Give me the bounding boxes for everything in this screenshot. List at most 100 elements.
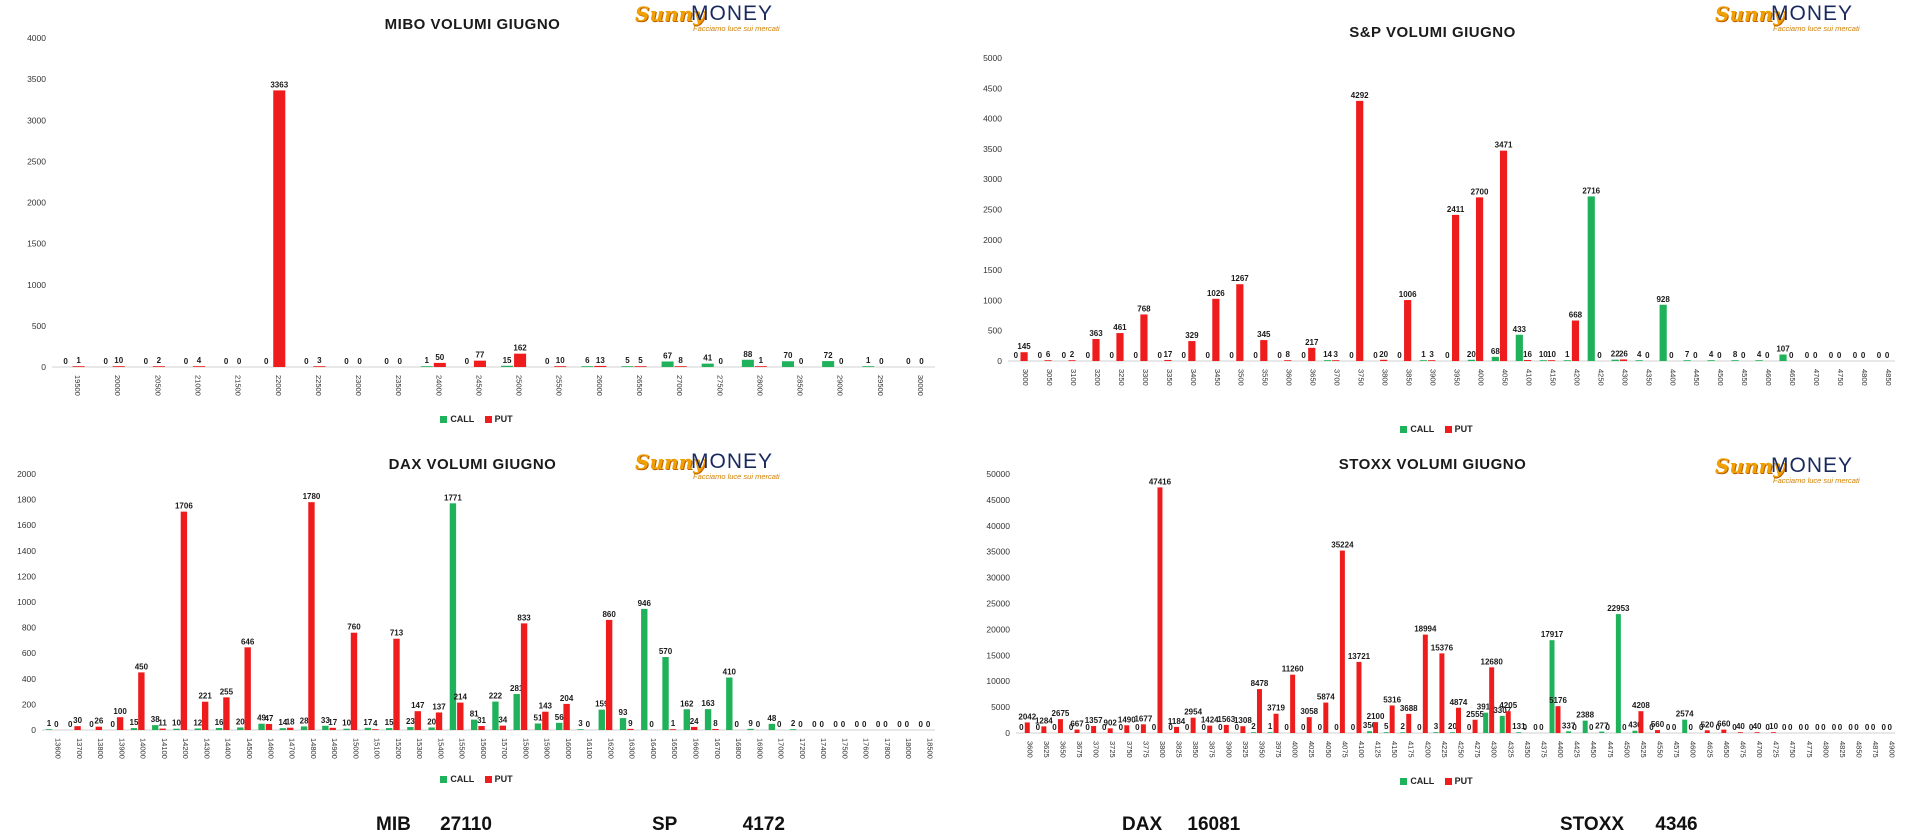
brand-tagline: Facciamo luce sui mercati: [693, 472, 780, 481]
bar-put: [594, 365, 607, 367]
bar-put: [74, 726, 81, 730]
y-tick-label: 1000: [27, 280, 46, 290]
bar-put: [1092, 339, 1100, 361]
data-label: 281: [510, 684, 524, 693]
y-tick-label: 0: [41, 362, 46, 372]
data-label: 0: [465, 357, 470, 366]
bar-put: [1619, 359, 1628, 361]
brand-sunny: Sunny: [1715, 2, 1785, 26]
data-label: 11: [158, 719, 167, 728]
data-label: 0: [799, 357, 804, 366]
bar-put: [1555, 706, 1561, 733]
bar-call: [343, 728, 350, 730]
bar-call: [1563, 360, 1571, 361]
bar-put: [563, 703, 570, 730]
x-tick-label: 17400: [819, 738, 828, 759]
bar-put: [287, 727, 294, 730]
data-label: 0: [1349, 351, 1354, 360]
x-tick-label: 4550: [1740, 369, 1749, 386]
y-tick-label: 20000: [986, 624, 1010, 634]
bar-put: [754, 366, 767, 367]
data-label: 0: [1036, 723, 1041, 732]
bar-call: [215, 727, 223, 730]
data-label: 4: [1637, 350, 1642, 359]
bar-put: [1260, 340, 1268, 361]
y-tick-label: 1500: [983, 265, 1002, 275]
data-label: 13: [596, 356, 605, 365]
data-label: 77: [475, 351, 484, 360]
data-label: 147: [411, 701, 425, 710]
x-tick-label: 16400: [649, 738, 658, 759]
bar-call: [1682, 719, 1688, 733]
data-label: 13721: [1348, 652, 1371, 661]
bar-put: [1068, 360, 1076, 361]
chart-legend: CALL PUT: [0, 774, 945, 784]
data-label: 946: [638, 599, 652, 608]
bar-put: [1704, 730, 1710, 733]
bar-call: [237, 727, 244, 730]
x-tick-label: 3450: [1213, 369, 1222, 386]
x-tick-label: 4175: [1407, 741, 1416, 758]
y-tick-label: 600: [22, 648, 36, 658]
chart-title: STOXX VOLUMI GIUGNO: [1338, 456, 1527, 473]
x-tick-label: 4500: [1716, 369, 1725, 386]
y-tick-label: 1000: [983, 295, 1002, 305]
data-label: 433: [1513, 325, 1527, 334]
bar-put: [393, 638, 400, 730]
bar-call: [45, 729, 53, 730]
data-label: 0: [384, 357, 389, 366]
footer-mib-value: 27110: [440, 814, 492, 835]
data-label: 0: [1672, 723, 1677, 732]
bar-call: [173, 728, 180, 730]
x-tick-label: 23500: [394, 375, 403, 396]
x-tick-label: 3250: [1117, 369, 1126, 386]
bar-put: [1236, 284, 1244, 361]
legend-put: PUT: [494, 774, 513, 784]
data-label: 0: [1069, 723, 1074, 732]
x-tick-label: 25000: [515, 375, 524, 396]
data-label: 1308: [1234, 716, 1252, 725]
data-label: 0: [1397, 351, 1402, 360]
bar-call: [407, 727, 414, 730]
x-tick-label: 4325: [1506, 741, 1515, 758]
x-tick-label: 14700: [288, 738, 297, 759]
bar-call: [1707, 360, 1715, 361]
bar-call: [641, 608, 648, 730]
bar-call: [1582, 720, 1588, 733]
data-label: 0: [1805, 351, 1810, 360]
x-tick-label: 4750: [1788, 741, 1797, 758]
x-tick-label: 14900: [330, 738, 339, 759]
bar-put: [1373, 722, 1379, 733]
chart-legend: CALL PUT: [0, 414, 945, 424]
data-label: 0: [237, 357, 242, 366]
data-label: 2: [791, 719, 796, 728]
bar-put: [1452, 214, 1460, 361]
bar-call: [1659, 304, 1667, 361]
data-label: 0: [1539, 723, 1544, 732]
bar-call: [449, 503, 457, 730]
data-label: 26: [1619, 349, 1628, 358]
x-tick-label: 22000: [274, 375, 283, 396]
data-label: 72: [824, 351, 833, 360]
bar-call: [741, 359, 754, 367]
data-label: 7: [1685, 350, 1690, 359]
bar-call: [1599, 731, 1605, 733]
data-label: 520: [1701, 720, 1715, 729]
x-tick-label: 4350: [1644, 369, 1653, 386]
data-label: 2411: [1447, 205, 1465, 214]
data-label: 255: [220, 687, 234, 696]
data-label: 0: [1119, 723, 1124, 732]
data-label: 0: [1813, 351, 1818, 360]
bar-call: [1267, 732, 1273, 733]
x-tick-label: 3550: [1261, 369, 1270, 386]
bar-put: [1571, 320, 1580, 361]
brand-tagline: Facciamo luce sui mercati: [693, 24, 780, 33]
x-tick-label: 3875: [1208, 741, 1217, 758]
data-label: 0: [1717, 351, 1722, 360]
x-tick-label: 3600: [1025, 741, 1034, 758]
data-label: 713: [390, 629, 404, 638]
data-label: 8: [1733, 350, 1738, 359]
bar-call: [768, 723, 776, 730]
bar-call: [428, 727, 435, 730]
footer-dax-label: DAX: [1122, 814, 1163, 835]
